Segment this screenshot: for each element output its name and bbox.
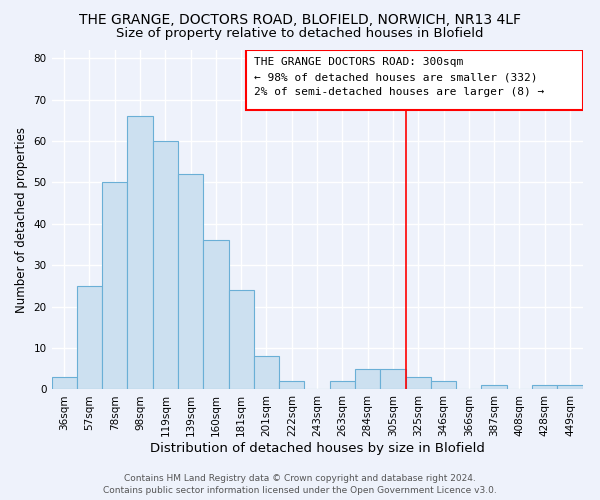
Bar xyxy=(355,369,380,390)
Text: ← 98% of detached houses are smaller (332): ← 98% of detached houses are smaller (33… xyxy=(254,73,538,83)
Text: Contains HM Land Registry data © Crown copyright and database right 2024.
Contai: Contains HM Land Registry data © Crown c… xyxy=(103,474,497,495)
Bar xyxy=(152,141,178,390)
Bar xyxy=(178,174,203,390)
Y-axis label: Number of detached properties: Number of detached properties xyxy=(15,126,28,312)
Bar xyxy=(557,386,583,390)
Text: Size of property relative to detached houses in Blofield: Size of property relative to detached ho… xyxy=(116,28,484,40)
Bar xyxy=(52,377,77,390)
Bar xyxy=(127,116,152,390)
Bar xyxy=(380,369,406,390)
Bar xyxy=(77,286,102,390)
Text: THE GRANGE, DOCTORS ROAD, BLOFIELD, NORWICH, NR13 4LF: THE GRANGE, DOCTORS ROAD, BLOFIELD, NORW… xyxy=(79,12,521,26)
Bar xyxy=(431,381,456,390)
Bar xyxy=(229,290,254,390)
Bar xyxy=(330,381,355,390)
Bar xyxy=(254,356,279,390)
X-axis label: Distribution of detached houses by size in Blofield: Distribution of detached houses by size … xyxy=(149,442,485,455)
Text: THE GRANGE DOCTORS ROAD: 300sqm: THE GRANGE DOCTORS ROAD: 300sqm xyxy=(254,58,463,68)
Bar xyxy=(279,381,304,390)
Bar xyxy=(406,377,431,390)
Bar xyxy=(102,182,127,390)
Text: 2% of semi-detached houses are larger (8) →: 2% of semi-detached houses are larger (8… xyxy=(254,88,544,98)
Bar xyxy=(532,386,557,390)
Bar xyxy=(246,50,583,110)
Bar xyxy=(481,386,507,390)
Bar xyxy=(203,240,229,390)
